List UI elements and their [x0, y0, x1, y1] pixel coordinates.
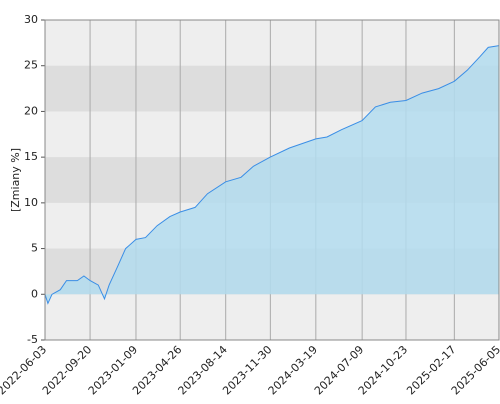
area [45, 45, 499, 304]
y-tick-label: 30 [24, 13, 38, 26]
y-tick-label: 20 [24, 104, 38, 117]
y-tick-label: 15 [24, 150, 38, 163]
line [44, 45, 500, 305]
y-axis-label: [Zmiany %] [9, 148, 22, 212]
y-tick-label: 25 [24, 59, 38, 72]
y-tick-label: 0 [31, 287, 38, 300]
y-tick-label: 10 [24, 196, 38, 209]
y-tick-label: 5 [31, 242, 38, 255]
y-tick-label: -5 [27, 333, 38, 346]
plot-frame [44, 19, 500, 341]
